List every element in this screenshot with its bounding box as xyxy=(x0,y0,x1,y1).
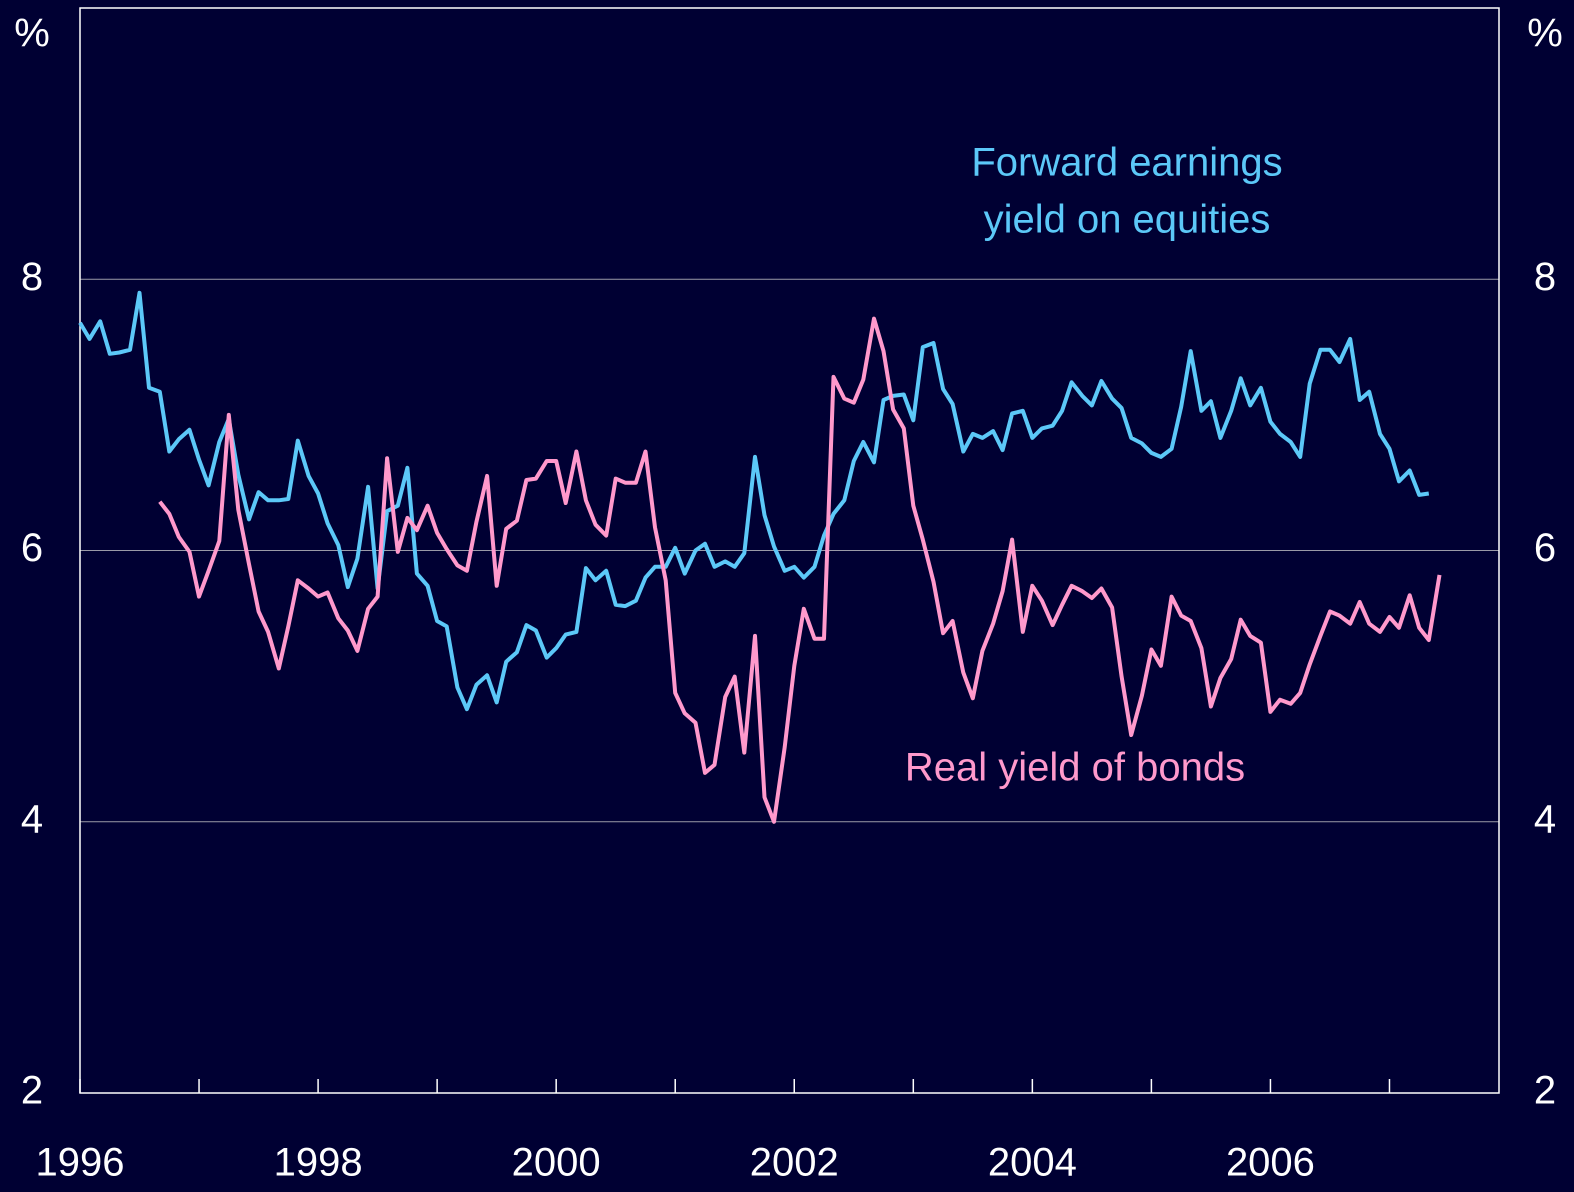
y2-tick-label: 2 xyxy=(1534,1069,1556,1113)
x-tick-label: 2006 xyxy=(1226,1141,1315,1185)
y2-tick-label: 4 xyxy=(1534,797,1556,841)
x-tick-label: 1996 xyxy=(36,1141,125,1185)
annotation: yield on equities xyxy=(984,198,1271,242)
series-line xyxy=(78,290,1430,712)
y2-tick-label: 8 xyxy=(1534,255,1556,299)
y-unit: % xyxy=(14,12,50,56)
x-tick-label: 1998 xyxy=(274,1141,363,1185)
y-tick-label: 6 xyxy=(21,526,43,570)
series-line xyxy=(158,316,1442,824)
y2-tick-label: 6 xyxy=(1534,526,1556,570)
x-tick-label: 2002 xyxy=(750,1141,839,1185)
y-tick-label: 8 xyxy=(21,255,43,299)
x-tick-label: 2004 xyxy=(988,1141,1077,1185)
annotation: Real yield of bonds xyxy=(905,746,1245,790)
x-tick-label: 2000 xyxy=(512,1141,601,1185)
y-tick-label: 2 xyxy=(21,1069,43,1113)
annotation: Forward earnings xyxy=(971,141,1282,185)
y-tick-label: 4 xyxy=(21,797,43,841)
plot-frame xyxy=(79,7,1500,1094)
y2-unit: % xyxy=(1527,12,1563,56)
